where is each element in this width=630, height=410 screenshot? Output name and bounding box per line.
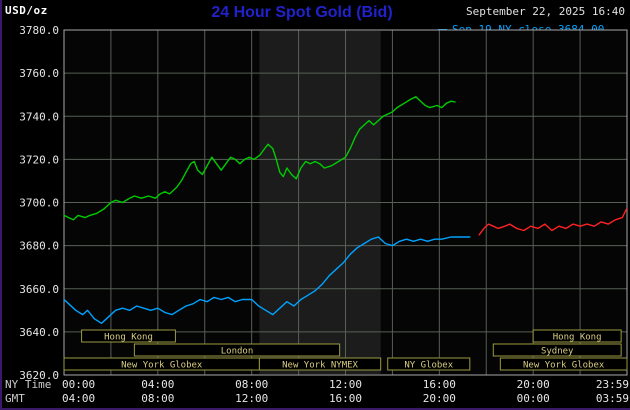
y-axis-tick-label: 3680.0	[19, 240, 59, 253]
market-session-label: Hong Kong	[553, 333, 602, 343]
market-session-label: New York Globex	[523, 361, 605, 371]
market-session-label: Sydney	[541, 347, 574, 357]
market-session-box	[387, 357, 471, 371]
gmt-axis-label: GMT	[5, 392, 25, 405]
y-axis-tick-label: 3620.0	[19, 369, 59, 382]
x-axis-ny-tick: 23:59	[596, 378, 629, 391]
market-session-label: Hong Kong	[104, 333, 153, 343]
y-axis-tick-label: 3640.0	[19, 326, 59, 339]
series-line-sep21	[478, 208, 628, 236]
y-axis-tick-label: 3740.0	[19, 110, 59, 123]
x-axis-gmt-tick: 20:00	[423, 392, 456, 405]
x-axis-ny-tick: 20:00	[517, 378, 550, 391]
x-axis-ny-tick: 08:00	[235, 378, 268, 391]
x-axis-ny-tick: 00:00	[62, 378, 95, 391]
chart-datetime: September 22, 2025 16:40	[466, 5, 625, 18]
x-axis-ny-tick: 12:00	[329, 378, 362, 391]
plot-border	[63, 29, 628, 376]
market-session-box	[81, 329, 176, 343]
x-axis-gmt-tick: 12:00	[235, 392, 268, 405]
market-session-label: New York NYMEX	[282, 361, 358, 371]
y-axis-tick-label: 3760.0	[19, 67, 59, 80]
series-line-sep22	[63, 96, 456, 221]
x-axis-ny-tick: 04:00	[141, 378, 174, 391]
x-axis-gmt-tick: 03:59	[596, 392, 629, 405]
y-axis-tick-label: 3720.0	[19, 153, 59, 166]
x-axis-gmt-tick: 04:00	[62, 392, 95, 405]
market-session-box	[258, 357, 382, 371]
series-line-sep19	[63, 236, 471, 324]
y-axis-tick-label: 3780.0	[19, 24, 59, 37]
x-axis-ny-tick: 16:00	[423, 378, 456, 391]
market-session-box	[133, 343, 341, 357]
market-session-label: London	[221, 347, 254, 357]
x-axis-gmt-tick: 08:00	[141, 392, 174, 405]
market-session-box	[499, 357, 628, 371]
x-axis-gmt-tick: 00:00	[517, 392, 550, 405]
market-session-box	[532, 329, 622, 343]
y-axis-tick-label: 3660.0	[19, 283, 59, 296]
market-session-label: New York Globex	[121, 361, 203, 371]
ny-time-axis-label: NY Time	[5, 378, 52, 391]
market-session-box	[492, 343, 622, 357]
x-axis-gmt-tick: 16:00	[329, 392, 362, 405]
chart-title: 24 Hour Spot Gold (Bid)	[211, 4, 393, 21]
y-axis-tick-label: 3700.0	[19, 197, 59, 210]
y-axis-unit-label: USD/oz	[5, 4, 48, 17]
market-session-label: NY Globex	[404, 361, 453, 371]
